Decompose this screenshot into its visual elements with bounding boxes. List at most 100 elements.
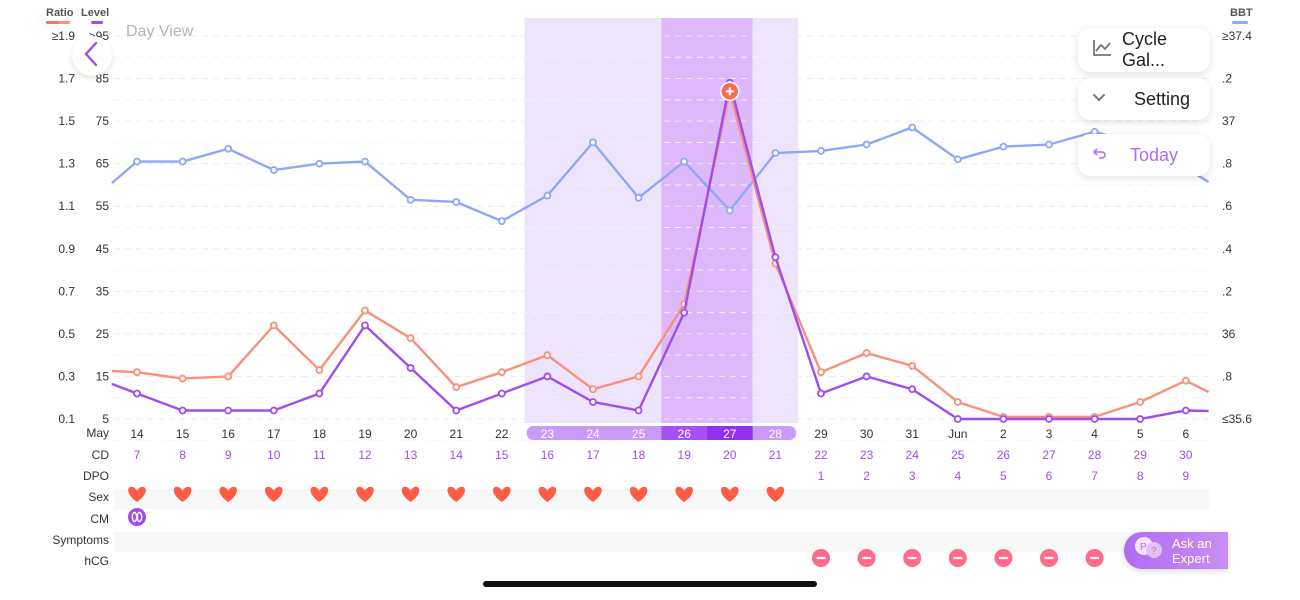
level-data-point[interactable] (361, 321, 369, 330)
heart-icon[interactable] (356, 486, 374, 502)
day-label: 25 (632, 427, 646, 441)
level-axis-tick: 85 (96, 72, 110, 86)
peak-day-strip (707, 426, 753, 440)
heart-icon[interactable] (721, 486, 739, 502)
heart-icon[interactable] (675, 486, 693, 502)
level-data-point[interactable] (862, 372, 871, 381)
cd-value: 27 (1042, 448, 1056, 462)
level-data-point[interactable] (178, 406, 187, 415)
bbt-data-point[interactable] (361, 157, 369, 166)
bbt-data-point[interactable] (315, 159, 324, 168)
level-data-point[interactable] (269, 406, 278, 415)
level-data-point[interactable] (1090, 415, 1099, 423)
level-data-point[interactable] (589, 398, 597, 406)
bbt-data-point[interactable] (178, 157, 187, 166)
day-label: 4 (1091, 427, 1098, 441)
bbt-data-point[interactable] (269, 166, 278, 174)
bbt-data-point[interactable] (817, 146, 825, 155)
level-data-point[interactable] (406, 364, 415, 372)
cycle-gallery-button[interactable]: Cycle Gal... (1078, 28, 1210, 72)
bbt-axis-tick: 36 (1222, 327, 1236, 341)
level-data-point[interactable] (224, 406, 233, 415)
bbt-axis-tick: .8 (1222, 157, 1232, 171)
bbt-data-point[interactable] (999, 142, 1008, 151)
bbt-data-point[interactable] (1045, 140, 1053, 149)
bbt-data-point[interactable] (224, 144, 233, 153)
ratio-data-point[interactable] (543, 351, 552, 360)
setting-button[interactable]: Setting (1078, 78, 1210, 120)
bbt-axis-tick: .6 (1222, 199, 1232, 213)
ratio-data-point[interactable] (224, 372, 233, 381)
ratio-data-point[interactable] (406, 334, 415, 343)
heart-icon[interactable] (766, 486, 785, 502)
bbt-data-point[interactable] (725, 206, 734, 215)
heart-icon[interactable] (310, 486, 329, 502)
ask-expert-line2: Expert (1172, 550, 1210, 566)
heart-icon[interactable] (538, 486, 557, 502)
bbt-data-point[interactable] (133, 157, 141, 166)
bbt-data-point[interactable] (771, 149, 780, 157)
level-data-point[interactable] (497, 389, 506, 398)
cm-row-label: CM (90, 512, 109, 526)
level-data-point[interactable] (908, 385, 917, 394)
level-data-point[interactable] (315, 389, 324, 398)
level-data-point[interactable] (1181, 406, 1190, 415)
bbt-data-point[interactable] (452, 198, 461, 206)
bbt-data-point[interactable] (406, 195, 415, 204)
today-button[interactable]: Today (1078, 134, 1210, 176)
ratio-data-point[interactable] (908, 361, 917, 370)
level-axis-tick: 55 (96, 199, 110, 213)
level-data-point[interactable] (680, 308, 689, 317)
ratio-data-point[interactable] (1181, 376, 1190, 385)
heart-icon[interactable] (493, 486, 511, 502)
day-label: 2 (1000, 427, 1007, 441)
ratio-data-point[interactable] (634, 372, 643, 381)
cd-value: 28 (1088, 448, 1102, 462)
bbt-data-point[interactable] (634, 193, 643, 202)
level-data-point[interactable] (817, 389, 825, 398)
ratio-data-point[interactable] (589, 385, 597, 394)
level-data-point[interactable] (1136, 415, 1145, 423)
ratio-data-point[interactable] (953, 398, 962, 406)
bbt-data-point[interactable] (589, 138, 597, 147)
level-data-point[interactable] (1045, 415, 1053, 423)
ratio-data-point[interactable] (862, 349, 871, 357)
ratio-data-point[interactable] (497, 368, 506, 377)
back-button[interactable] (72, 36, 112, 76)
level-data-point[interactable] (452, 406, 461, 415)
ratio-data-point[interactable] (178, 374, 187, 383)
heart-icon[interactable] (401, 486, 420, 502)
ratio-data-point[interactable] (269, 321, 278, 330)
level-data-point[interactable] (771, 253, 780, 262)
level-data-point[interactable] (133, 389, 141, 398)
ratio-data-point[interactable] (361, 306, 369, 315)
bbt-data-point[interactable] (953, 155, 962, 164)
bbt-series-line (111, 126, 1210, 223)
bbt-data-point[interactable] (862, 140, 871, 149)
ratio-data-point[interactable] (315, 366, 324, 374)
cd-value: 23 (860, 448, 874, 462)
ask-expert-button[interactable]: P? Ask an Expert (1124, 532, 1228, 569)
heart-icon[interactable] (173, 486, 192, 502)
bbt-data-point[interactable] (680, 157, 689, 166)
level-data-point[interactable] (634, 406, 643, 415)
heart-icon[interactable] (447, 486, 465, 502)
day-label: 6 (1182, 427, 1189, 441)
ratio-data-point[interactable] (817, 368, 825, 377)
ratio-data-point[interactable] (133, 368, 141, 377)
heart-icon[interactable] (219, 486, 237, 502)
heart-icon[interactable] (584, 486, 602, 502)
level-data-point[interactable] (543, 372, 552, 381)
bbt-data-point[interactable] (497, 217, 506, 226)
ratio-data-point[interactable] (452, 383, 461, 391)
level-data-point[interactable] (999, 415, 1008, 423)
heart-icon[interactable] (629, 486, 648, 502)
heart-icon[interactable] (265, 486, 283, 502)
dpo-value: 7 (1091, 469, 1098, 483)
bbt-data-point[interactable] (908, 123, 917, 132)
level-data-point[interactable] (953, 415, 962, 423)
bbt-data-point[interactable] (543, 191, 552, 200)
heart-icon[interactable] (128, 486, 146, 502)
ratio-data-point[interactable] (1136, 398, 1145, 406)
